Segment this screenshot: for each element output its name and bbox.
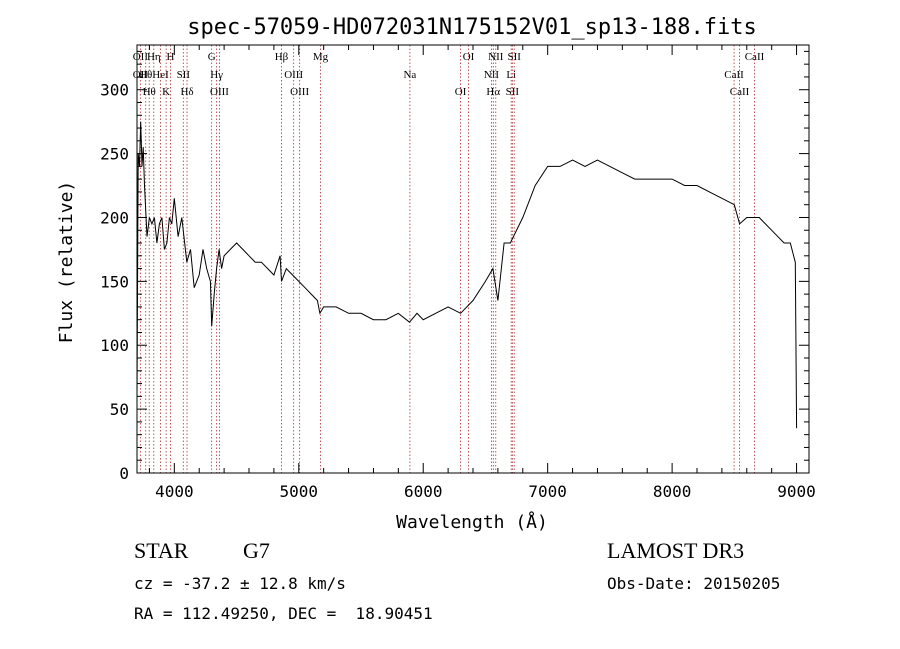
y-tick-label: 100: [100, 336, 129, 355]
x-tick-label: 5000: [280, 482, 319, 501]
spectral-line-label: Hβ: [275, 51, 289, 63]
chart-title: spec-57059-HD072031N175152V01_sp13-188.f…: [187, 15, 757, 40]
plot-frame: [136, 44, 810, 474]
observation-date: Obs-Date: 20150205: [607, 574, 781, 593]
x-axis: 4000 5000 6000 7000 8000 9000: [148, 45, 816, 501]
spectral-line-label: Hδ: [180, 86, 193, 98]
survey-name: LAMOST DR3: [607, 538, 745, 563]
spectral-line-label: SII: [177, 69, 191, 81]
x-tick-label: 8000: [653, 482, 692, 501]
spectral-line-label: CaII: [724, 69, 744, 81]
spectral-line-label: OIII: [290, 86, 309, 98]
spectral-line-label: SII: [507, 51, 521, 63]
x-tick-label: 6000: [404, 482, 443, 501]
x-tick-label: 9000: [777, 482, 816, 501]
spectral-line-label: Hγ: [210, 69, 223, 81]
spectral-line-label: H: [166, 51, 174, 63]
spectral-line-label: Mg: [313, 51, 329, 63]
spectral-line-label: OIII: [284, 69, 303, 81]
x-tick-label: 4000: [155, 482, 194, 501]
object-subclass: G7: [243, 538, 270, 563]
y-axis-label: Flux (relative): [56, 181, 77, 344]
spectrum-line: [136, 121, 798, 429]
y-axis: 0 50 100 150 200 250 300: [100, 50, 809, 483]
y-tick-label: 250: [100, 145, 129, 164]
spectral-line-label: OIII: [210, 86, 229, 98]
spectral-line-label: Na: [403, 69, 416, 81]
y-tick-label: 50: [110, 400, 129, 419]
spectral-line-markers: OIIOIIHθHθHηHeIKHSIIHδGHγOIIIHβOIIIOIIIM…: [133, 45, 765, 473]
sky-coordinates: RA = 112.49250, DEC = 18.90451: [134, 604, 433, 623]
x-axis-label: Wavelength (Å): [396, 511, 548, 533]
spectral-line-label: NII: [488, 51, 504, 63]
y-tick-label: 150: [100, 272, 129, 291]
spectral-line-label: CaII: [730, 86, 750, 98]
spectral-line-label: G: [208, 51, 216, 63]
y-tick-label: 0: [119, 464, 129, 483]
spectral-line-label: CaII: [745, 51, 765, 63]
spectral-line-label: NII: [484, 69, 500, 81]
spectral-line-label: Hθ: [139, 69, 152, 81]
spectral-line-label: OI: [463, 51, 475, 63]
spectral-line-label: SII: [506, 86, 520, 98]
x-tick-label: 7000: [528, 482, 567, 501]
redshift-velocity: cz = -37.2 ± 12.8 km/s: [134, 574, 346, 593]
spectral-line-label: Li: [506, 69, 516, 81]
spectral-line-label: HeI: [152, 69, 169, 81]
spectral-line-label: Hη: [147, 51, 161, 63]
spectral-line-label: OI: [455, 86, 467, 98]
spectral-line-label: Hθ: [143, 86, 156, 98]
y-tick-label: 200: [100, 208, 129, 227]
spectral-line-label: K: [162, 86, 170, 98]
y-tick-label: 300: [100, 81, 129, 100]
spectral-line-label: Hα: [486, 86, 500, 98]
object-class: STAR: [134, 538, 189, 563]
